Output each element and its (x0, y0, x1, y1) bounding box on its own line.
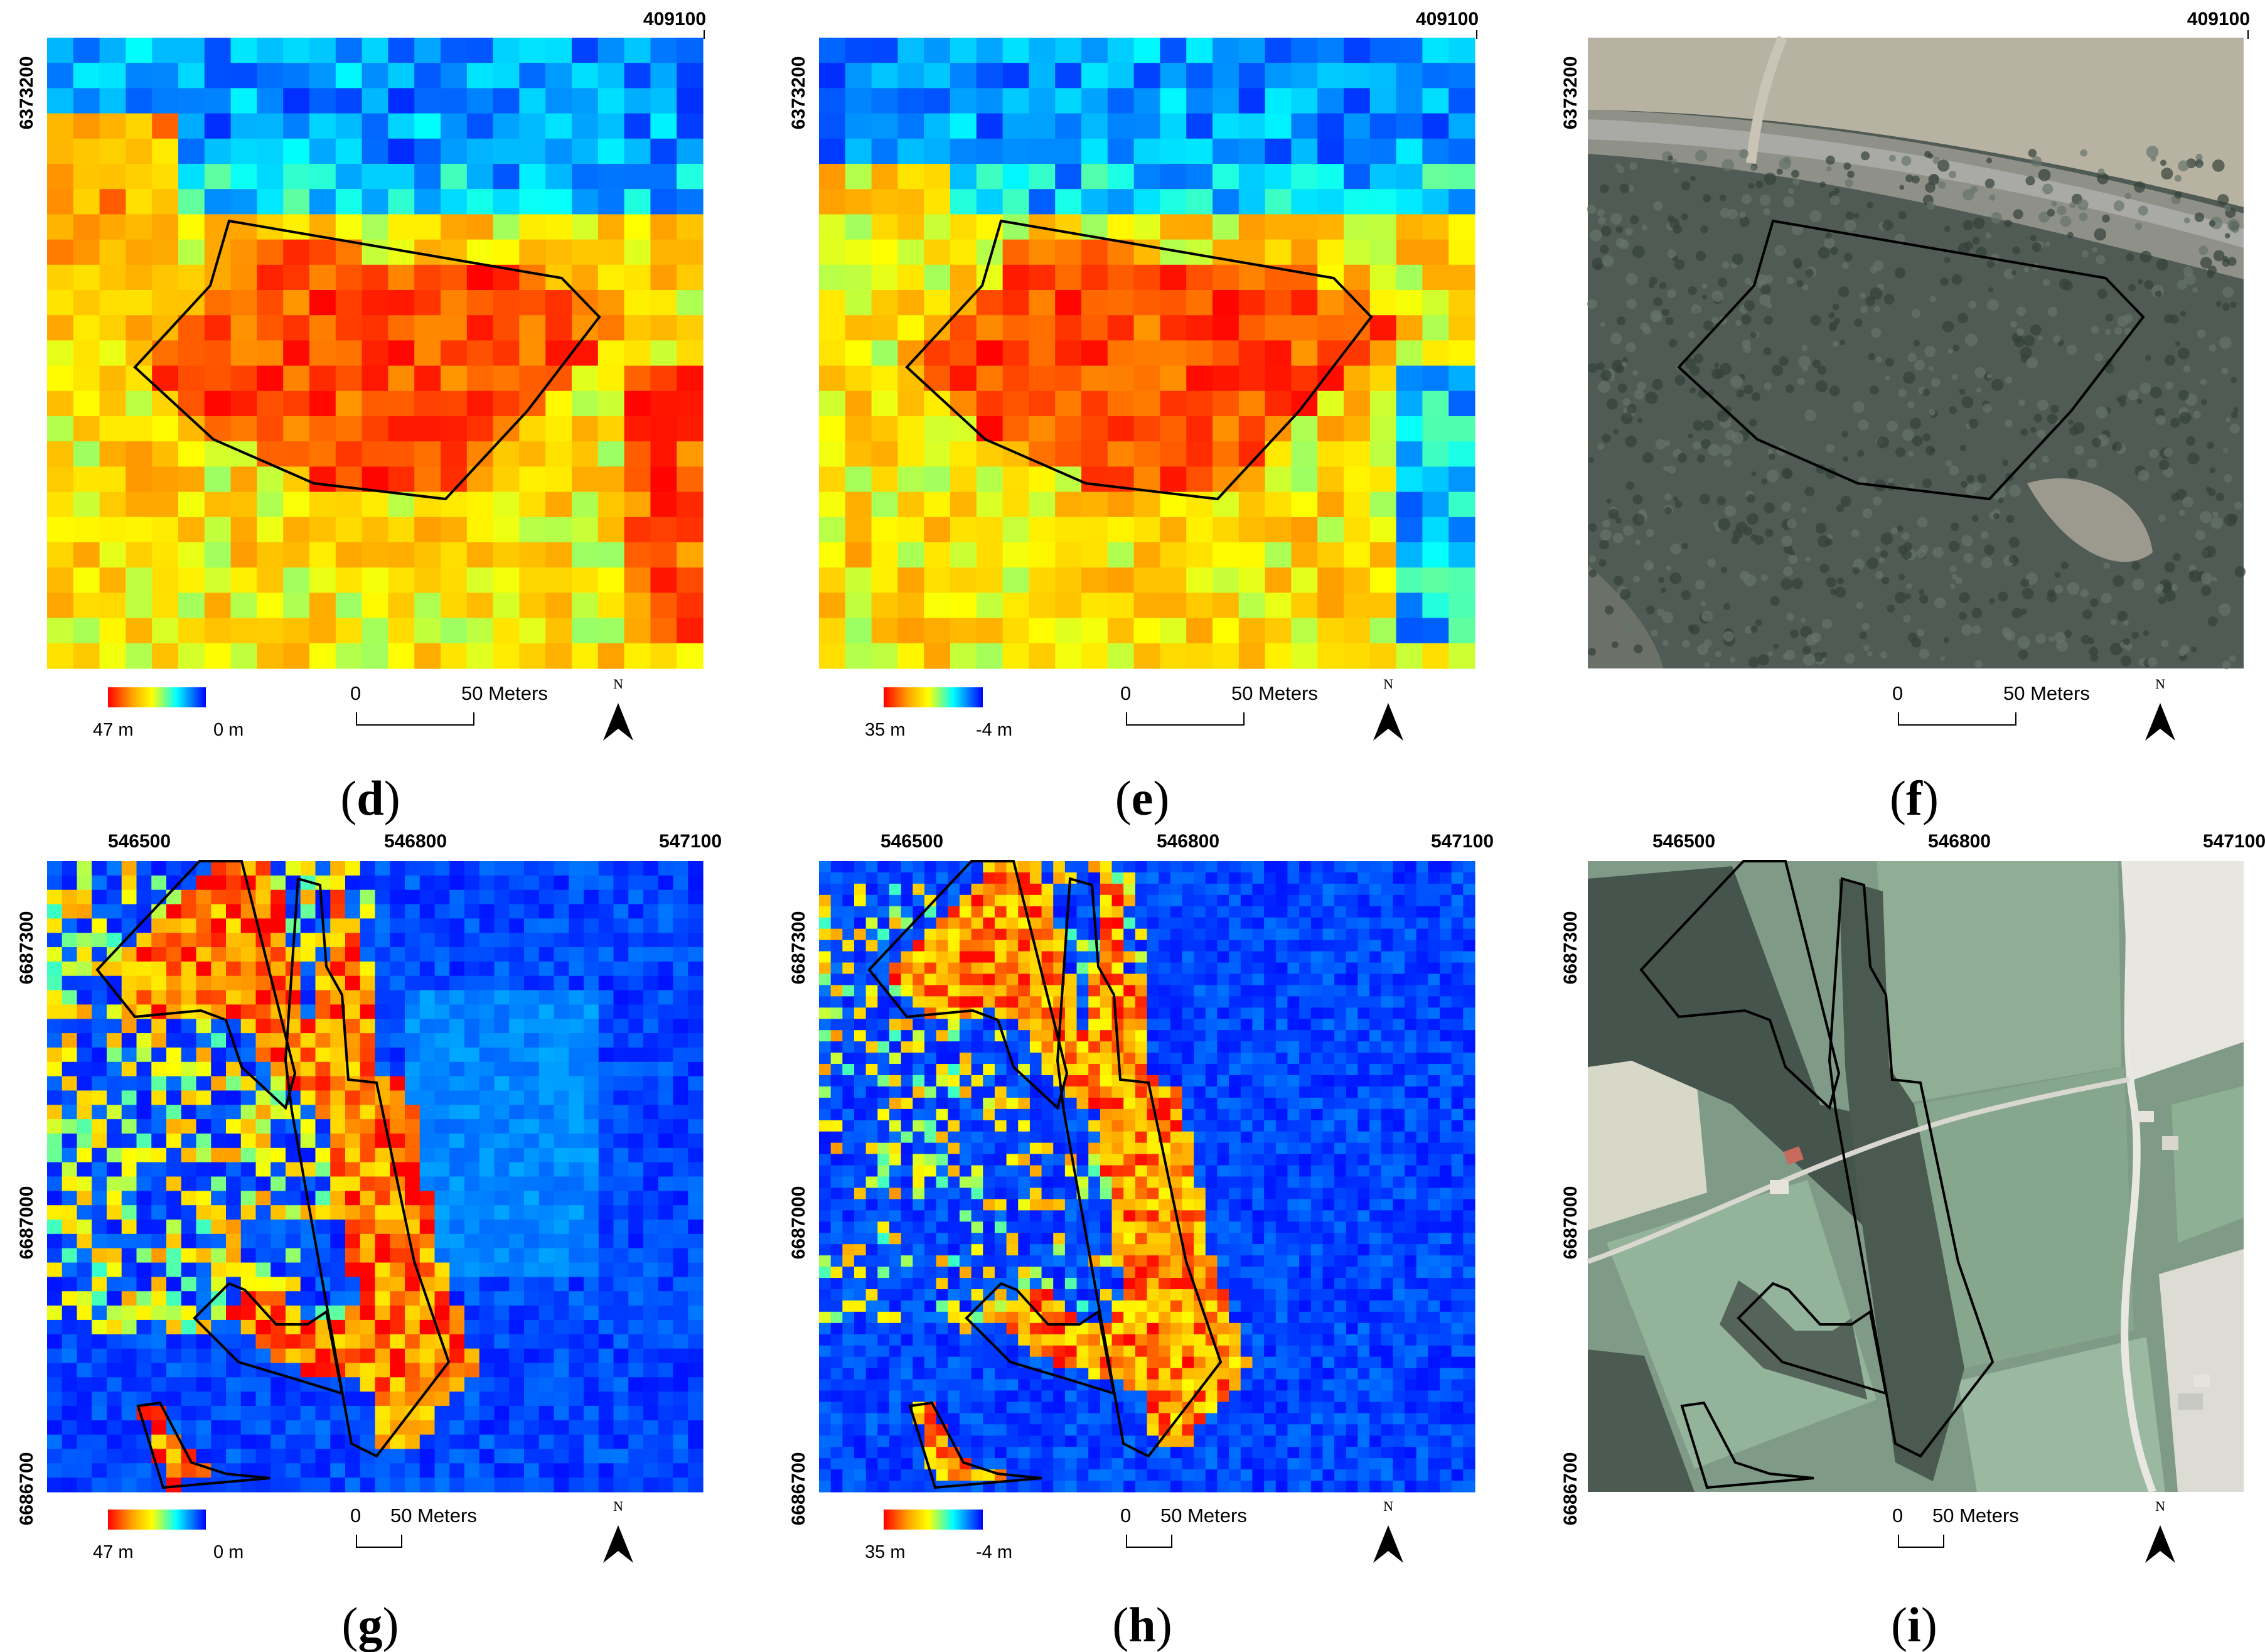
north-arrow-icon: N (603, 1498, 633, 1563)
top-tick-i-2: 547100 (2203, 831, 2265, 852)
scale-zero-i: 0 (1892, 1504, 1903, 1526)
legend-max-g: 47 m (93, 1542, 133, 1562)
top-tick-f: 409100 (2187, 9, 2250, 30)
north-arrow-icon: N (2145, 676, 2175, 741)
legend-min-e: -4 m (976, 720, 1012, 740)
plot-outlines-h (867, 860, 1223, 1489)
svg-text:N: N (613, 1498, 623, 1514)
scale-zero-h: 0 (1120, 1504, 1131, 1526)
panel-label-e: (e) (1115, 771, 1170, 825)
scale-zero-d: 0 (350, 682, 361, 704)
scale-bar-h: 0 50 Meters (1120, 1504, 1247, 1548)
legend-max-e: 35 m (865, 720, 905, 740)
top-tick-g-1: 546800 (384, 831, 447, 852)
top-tick-d: 409100 (643, 9, 706, 30)
top-tick-h-1: 546800 (1157, 831, 1219, 852)
legend-min-h: -4 m (976, 1542, 1012, 1562)
scale-label-f: 50 Meters (2003, 682, 2090, 704)
left-tick-g-0: 6687300 (16, 911, 37, 985)
left-tick-i-1: 6687000 (1560, 1186, 1581, 1260)
left-tick-g-2: 6686700 (16, 1452, 37, 1526)
scale-bar-f: 0 50 Meters (1892, 682, 2090, 726)
raster-e (819, 38, 1475, 669)
scale-label-d: 50 Meters (461, 682, 548, 704)
plot-outlines-i (1639, 860, 1995, 1489)
scale-label-i: 50 Meters (1932, 1504, 2019, 1526)
panel-g: 546500 546800 547100 6687300 6687000 668… (16, 831, 722, 1652)
svg-text:N: N (2155, 676, 2165, 692)
scale-zero-e: 0 (1120, 682, 1131, 704)
panel-d: 409100 6373200 47 m 0 m 0 50 Meters N (d… (16, 9, 706, 825)
north-arrow-icon: N (1373, 676, 1403, 741)
legend-bar-d (108, 687, 206, 707)
legend-max-d: 47 m (93, 720, 133, 740)
left-tick-f: 6373200 (1560, 56, 1581, 130)
north-arrow-icon: N (1373, 1498, 1403, 1563)
plot-outline-e (905, 219, 1373, 501)
panel-label-f: (f) (1890, 771, 1939, 825)
scale-bar-e: 0 50 Meters (1120, 682, 1318, 726)
raster-d (47, 38, 704, 669)
top-tick-h-2: 547100 (1431, 831, 1494, 852)
panel-i: 546500 546800 547100 6687300 6687000 668… (1560, 831, 2265, 1652)
left-tick-e: 6373200 (788, 56, 809, 130)
scale-label-e: 50 Meters (1231, 682, 1318, 704)
left-tick-i-2: 6686700 (1560, 1452, 1581, 1526)
left-tick-d: 6373200 (16, 56, 37, 130)
top-tick-e: 409100 (1416, 9, 1479, 30)
panel-label-h: (h) (1112, 1597, 1172, 1652)
plot-outline-f (1677, 219, 2145, 501)
panel-label-d: (d) (340, 771, 400, 825)
left-tick-h-2: 6686700 (788, 1452, 809, 1526)
scale-bar-d: 0 50 Meters (350, 682, 548, 726)
top-tick-i-1: 546800 (1928, 831, 1991, 852)
left-tick-i-0: 6687300 (1560, 911, 1581, 985)
left-tick-h-1: 6687000 (788, 1186, 809, 1260)
north-arrow-icon: N (2145, 1498, 2175, 1563)
scale-bar-i: 0 50 Meters (1892, 1504, 2019, 1548)
top-tick-g-2: 547100 (659, 831, 722, 852)
panel-label-i: (i) (1891, 1597, 1937, 1652)
plot-outlines-g (95, 860, 451, 1489)
left-tick-g-1: 6687000 (16, 1186, 37, 1260)
plot-outline-d (133, 219, 601, 501)
aerial-i (1587, 861, 2244, 1494)
legend-bar-e (884, 687, 983, 707)
svg-text:N: N (613, 676, 623, 692)
scale-zero-f: 0 (1892, 682, 1903, 704)
panel-e: 409100 6373200 35 m -4 m 0 50 Meters N (… (788, 9, 1479, 825)
left-tick-h-0: 6687300 (788, 911, 809, 985)
legend-bar-h (884, 1510, 983, 1530)
scale-zero-g: 0 (350, 1504, 361, 1526)
top-tick-h-0: 546500 (881, 831, 943, 852)
panel-label-g: (g) (342, 1597, 399, 1652)
aerial-f (1587, 36, 2246, 670)
scale-label-h: 50 Meters (1160, 1504, 1247, 1526)
panel-f: 409100 6373200 0 50 Meters N (f) (1560, 9, 2250, 825)
panel-h: 546500 546800 547100 6687300 6687000 668… (788, 831, 1494, 1652)
scale-label-g: 50 Meters (390, 1504, 477, 1526)
raster-g (47, 861, 704, 1493)
svg-text:N: N (1383, 676, 1393, 692)
legend-min-g: 0 m (213, 1542, 244, 1562)
top-tick-i-0: 546500 (1652, 831, 1715, 852)
legend-max-h: 35 m (865, 1542, 905, 1562)
top-tick-g-0: 546500 (108, 831, 171, 852)
scale-bar-g: 0 50 Meters (350, 1504, 477, 1548)
north-arrow-icon: N (603, 676, 633, 741)
legend-bar-g (108, 1510, 206, 1530)
raster-h (819, 861, 1475, 1493)
legend-min-d: 0 m (213, 720, 244, 740)
